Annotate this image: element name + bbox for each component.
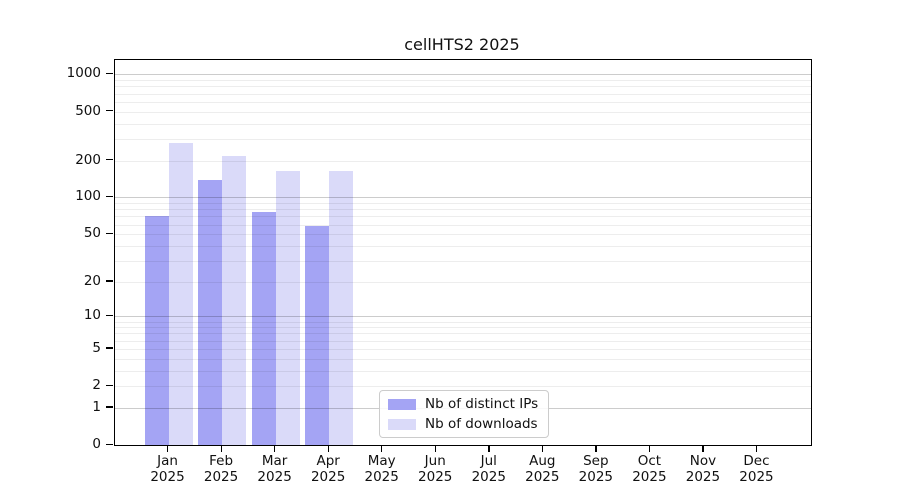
x-tick-label-mar: Mar 2025 xyxy=(257,453,292,485)
x-tick-label-nov: Nov 2025 xyxy=(685,453,721,485)
bar-downloads-mar xyxy=(275,170,300,445)
y-tick-label-100: 100 xyxy=(75,188,101,205)
gridline-minor-8 xyxy=(115,327,811,329)
x-tick-label-aug: Aug 2025 xyxy=(525,453,560,485)
gridline-minor-5 xyxy=(115,348,811,350)
x-tick-apr xyxy=(327,446,329,452)
bar-distinct-ips-jan xyxy=(144,216,169,445)
gridline-minor-9 xyxy=(115,321,811,323)
bar-distinct-ips-apr xyxy=(305,226,330,445)
y-tick-0 xyxy=(106,443,113,445)
y-tick-50 xyxy=(106,232,113,234)
gridline-minor-400 xyxy=(115,123,811,125)
x-tick-feb xyxy=(220,446,222,452)
x-tick-jan xyxy=(167,446,169,452)
gridline-minor-700 xyxy=(115,93,811,95)
y-tick-label-2: 2 xyxy=(92,377,101,394)
y-tick-200 xyxy=(106,159,113,161)
y-tick-label-200: 200 xyxy=(75,151,101,168)
legend-label-downloads: Nb of downloads xyxy=(425,416,538,432)
y-tick-label-500: 500 xyxy=(75,102,101,119)
x-tick-label-jan: Jan 2025 xyxy=(150,453,185,485)
legend-entry-distinct-ips: Nb of distinct IPs xyxy=(388,396,538,412)
legend-label-distinct-ips: Nb of distinct IPs xyxy=(425,396,539,412)
y-tick-10 xyxy=(106,314,113,317)
x-tick-aug xyxy=(541,446,544,452)
bar-downloads-feb xyxy=(222,155,247,445)
x-tick-may xyxy=(381,446,383,452)
y-tick-1000 xyxy=(106,72,113,75)
gridline-minor-4 xyxy=(115,358,811,360)
x-tick-jun xyxy=(434,446,437,452)
x-tick-oct xyxy=(648,446,651,452)
legend-swatch-distinct-ips xyxy=(388,398,416,410)
chart-title: cellHTS2 2025 xyxy=(404,35,520,54)
x-tick-label-apr: Apr 2025 xyxy=(310,453,346,485)
gridline-minor-3 xyxy=(115,370,811,372)
gridline-minor-500 xyxy=(115,111,811,113)
x-tick-jul xyxy=(488,446,490,452)
x-tick-label-dec: Dec 2025 xyxy=(739,453,774,485)
gridline-minor-600 xyxy=(115,101,811,103)
x-tick-sep xyxy=(595,446,597,452)
y-tick-5 xyxy=(106,347,113,349)
x-tick-dec xyxy=(755,446,758,452)
x-tick-label-feb: Feb 2025 xyxy=(203,453,239,485)
gridline-major-1000 xyxy=(115,74,811,76)
x-tick-label-sep: Sep 2025 xyxy=(578,453,614,485)
x-tick-label-oct: Oct 2025 xyxy=(632,453,667,485)
gridline-minor-70 xyxy=(115,216,811,218)
gridline-minor-40 xyxy=(115,245,811,247)
legend: Nb of distinct IPs Nb of downloads xyxy=(379,390,550,438)
x-tick-label-jun: Jun 2025 xyxy=(418,453,453,485)
legend-swatch-downloads xyxy=(388,418,416,430)
y-tick-label-1000: 1000 xyxy=(66,65,101,82)
gridline-minor-6 xyxy=(115,340,811,342)
x-tick-label-jul: Jul 2025 xyxy=(471,453,506,485)
bar-downloads-apr xyxy=(329,170,354,445)
gridline-minor-20 xyxy=(115,281,811,283)
y-tick-2 xyxy=(106,384,113,386)
y-tick-1 xyxy=(106,406,113,408)
x-tick-label-may: May 2025 xyxy=(364,453,399,485)
plot-area xyxy=(114,59,812,446)
gridline-minor-900 xyxy=(115,80,811,82)
y-tick-500 xyxy=(106,110,113,112)
y-tick-label-1: 1 xyxy=(92,398,101,415)
y-tick-label-5: 5 xyxy=(92,339,101,356)
y-tick-label-50: 50 xyxy=(83,225,101,242)
gridline-minor-2 xyxy=(115,386,811,388)
gridline-minor-50 xyxy=(115,234,811,236)
gridline-major-10 xyxy=(115,316,811,318)
gridline-minor-90 xyxy=(115,203,811,205)
y-tick-label-20: 20 xyxy=(83,272,101,289)
gridline-minor-800 xyxy=(115,86,811,88)
gridline-minor-60 xyxy=(115,224,811,226)
y-tick-20 xyxy=(106,280,113,282)
legend-entry-downloads: Nb of downloads xyxy=(388,416,538,432)
y-tick-100 xyxy=(106,195,113,198)
gridline-minor-80 xyxy=(115,209,811,211)
y-tick-label-0: 0 xyxy=(92,436,101,452)
y-tick-label-10: 10 xyxy=(83,307,101,324)
gridline-minor-300 xyxy=(115,138,811,140)
gridline-major-100 xyxy=(115,197,811,199)
bar-distinct-ips-feb xyxy=(198,179,223,445)
x-tick-mar xyxy=(274,446,276,452)
gridline-minor-200 xyxy=(115,160,811,162)
bar-downloads-jan xyxy=(168,142,193,445)
x-tick-nov xyxy=(702,446,704,452)
gridline-minor-30 xyxy=(115,260,811,262)
bar-distinct-ips-mar xyxy=(251,212,276,445)
gridline-minor-7 xyxy=(115,333,811,335)
